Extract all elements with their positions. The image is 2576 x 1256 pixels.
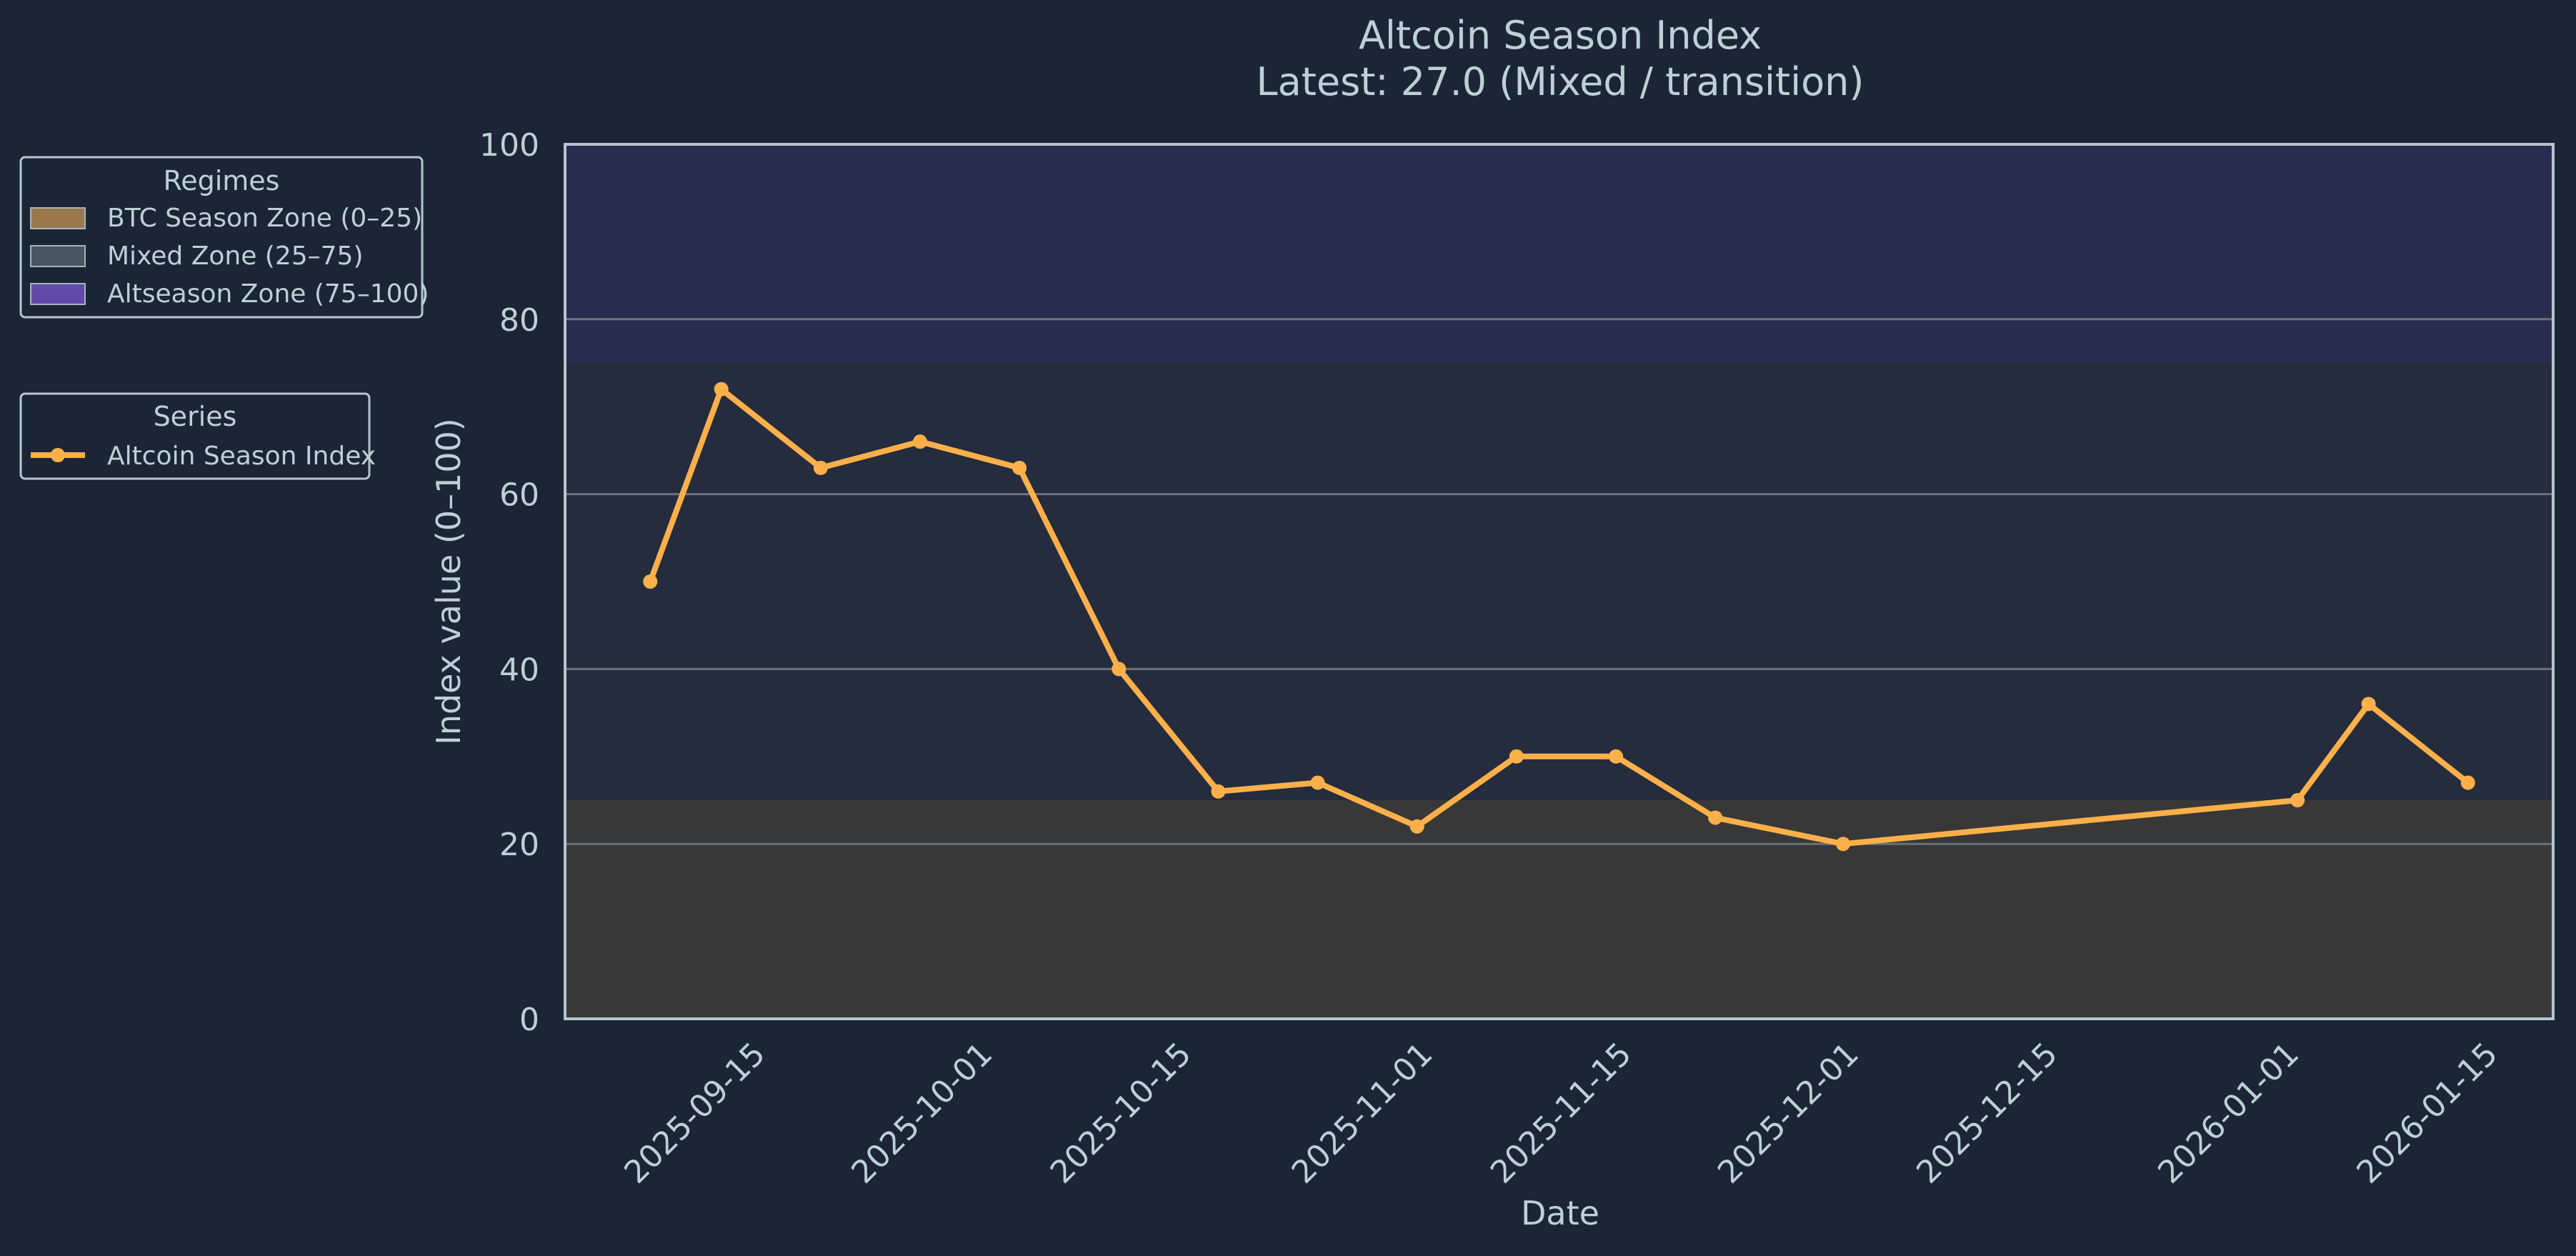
x-axis: 2025-09-15 2025-10-01 2025-10-15 2025-11-01…	[617, 1036, 2505, 1191]
data-point	[714, 382, 729, 397]
data-point	[2361, 697, 2376, 712]
x-tick-label: 2026-01-15	[2350, 1036, 2505, 1191]
zone-band-2	[565, 144, 2553, 363]
y-tick-label: 100	[479, 127, 539, 164]
x-tick-label: 2025-12-15	[1909, 1036, 2065, 1191]
data-point	[1609, 749, 1624, 764]
chart-title: Altcoin Season Index	[1359, 13, 1762, 58]
series-legend-marker-0	[51, 448, 65, 462]
data-point	[1112, 662, 1127, 677]
gridlines	[565, 318, 2553, 845]
plot-frame	[564, 143, 2555, 1020]
y-axis: 0 20 40 60 80 100	[479, 127, 539, 1038]
regimes-legend-box	[19, 156, 424, 319]
data-point	[813, 460, 828, 475]
data-point	[1836, 837, 1851, 852]
data-point	[2460, 775, 2475, 790]
series-layer	[643, 382, 2475, 852]
y-tick-label: 60	[499, 477, 539, 514]
y-tick-label: 40	[499, 652, 539, 688]
regimes-legend-title: Regimes	[164, 165, 280, 196]
data-point	[643, 574, 658, 589]
data-point	[1211, 784, 1226, 799]
x-tick-label: 2025-10-01	[844, 1036, 999, 1191]
series-line-0	[647, 386, 2471, 847]
x-tick-label: 2025-09-15	[617, 1036, 772, 1191]
x-tick-label: 2025-11-01	[1285, 1036, 1440, 1191]
data-point	[1409, 819, 1424, 834]
x-tick-label: 2026-01-01	[2151, 1036, 2306, 1191]
zones-layer	[565, 144, 2553, 1019]
series-legend-box	[19, 392, 371, 480]
series-legend-label-0: Altcoin Season Index	[107, 442, 376, 471]
y-axis-label: Index value (0–100)	[429, 418, 468, 744]
data-point	[1708, 810, 1723, 825]
series-legend-title: Series	[154, 401, 237, 432]
x-tick-label: 2025-12-01	[1711, 1036, 1866, 1191]
x-tick-label: 2025-11-15	[1484, 1036, 1639, 1191]
zone-band-1	[565, 363, 2553, 800]
regime-label-2: Altseason Zone (75–100)	[107, 279, 429, 309]
data-point	[2290, 793, 2305, 807]
data-point	[1012, 460, 1027, 475]
regime-label-0: BTC Season Zone (0–25)	[107, 204, 422, 233]
data-point	[1509, 749, 1524, 764]
regime-swatch-0	[30, 207, 86, 229]
y-tick-label: 80	[499, 302, 539, 339]
regime-swatch-1	[30, 245, 86, 267]
data-point	[1310, 775, 1325, 790]
x-tick-label: 2025-10-15	[1044, 1036, 1199, 1191]
chart-subtitle: Latest: 27.0 (Mixed / transition)	[1257, 59, 1864, 104]
series-legend: Series Altcoin Season Index	[19, 392, 376, 480]
regimes-legend: Regimes BTC Season Zone (0–25) Mixed Zone…	[19, 156, 429, 319]
x-axis-label: Date	[1521, 1194, 1599, 1232]
data-point	[912, 434, 927, 449]
zone-band-0	[565, 800, 2553, 1019]
regime-swatch-2	[30, 283, 86, 305]
y-tick-label: 20	[499, 827, 539, 863]
y-tick-label: 0	[519, 1002, 539, 1038]
regime-label-1: Mixed Zone (25–75)	[107, 241, 364, 271]
